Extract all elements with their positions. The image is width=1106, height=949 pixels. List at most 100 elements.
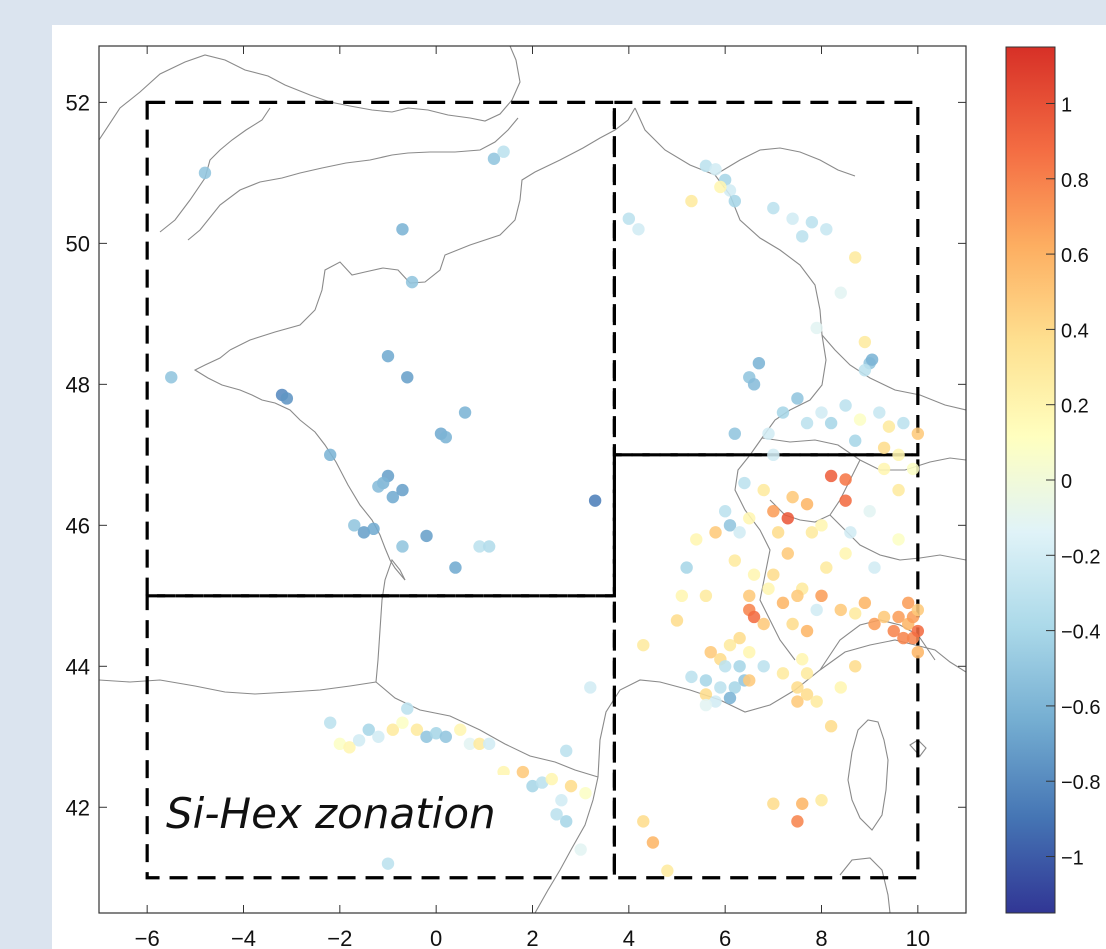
data-point [324, 716, 337, 729]
data-point [892, 483, 905, 497]
data-point [849, 251, 862, 264]
data-point [685, 670, 698, 684]
data-point [892, 610, 905, 624]
zone-box-4 [612, 453, 920, 880]
data-point [743, 674, 756, 687]
data-point [685, 194, 698, 208]
data-point [420, 529, 433, 543]
data-point [728, 194, 741, 208]
data-point [733, 526, 746, 539]
data-point [439, 730, 452, 743]
data-point [357, 526, 371, 539]
data-point [699, 159, 713, 173]
alps-border [769, 459, 861, 523]
catalonia-coast [534, 776, 599, 913]
zone-box-2 [145, 594, 616, 880]
data-point [791, 695, 804, 708]
data-point [815, 519, 828, 532]
data-point [463, 737, 477, 751]
data-point [405, 275, 419, 289]
x-axis: −6 −4 −2 0 2 4 6 8 10 [135, 46, 930, 949]
english-channel-coast [187, 117, 519, 241]
data-point [699, 698, 713, 712]
data-point [805, 526, 819, 539]
data-point [728, 681, 741, 694]
data-point [343, 741, 356, 754]
data-point [743, 589, 756, 603]
data-point [858, 335, 872, 349]
data-point [516, 765, 530, 779]
data-point [873, 406, 886, 419]
data-point [396, 540, 409, 553]
data-point [810, 695, 823, 708]
data-point [487, 152, 501, 165]
data-point [410, 723, 424, 736]
data-point [762, 427, 775, 440]
colorbar-tick-label: 0 [1061, 471, 1072, 493]
data-point [791, 589, 804, 603]
data-point [396, 483, 409, 497]
data-point [747, 378, 761, 391]
colorbar-tick-label: 0.8 [1061, 170, 1089, 192]
data-point [877, 462, 891, 476]
y-tick-label: 42 [66, 795, 90, 820]
data-point [632, 223, 645, 236]
data-point [348, 519, 361, 532]
data-point [198, 166, 212, 180]
data-point [911, 603, 925, 617]
mediterranean-coast-france [597, 639, 966, 778]
y-tick-label: 48 [66, 372, 90, 397]
data-point [367, 522, 380, 536]
x-tick-label: −6 [135, 926, 160, 949]
data-point [574, 843, 587, 856]
y-tick-label: 50 [66, 231, 90, 256]
data-point [815, 794, 828, 807]
data-point [800, 624, 814, 638]
data-point [280, 392, 294, 405]
x-tick-label: −4 [231, 926, 256, 949]
data-point [887, 624, 900, 638]
data-point [680, 561, 693, 574]
data-point [526, 779, 539, 793]
x-tick-label: 10 [906, 926, 930, 949]
england-south-coast [99, 46, 521, 141]
data-point [699, 589, 713, 603]
data-point [482, 737, 496, 751]
data-point [815, 406, 828, 419]
data-point [767, 448, 780, 462]
y-axis: 42 44 46 48 50 52 [66, 90, 966, 820]
pyrenees-border [375, 681, 599, 778]
data-point [728, 554, 741, 567]
data-point [858, 364, 872, 377]
data-point [882, 420, 896, 433]
data-point [584, 681, 597, 694]
data-point [839, 547, 852, 560]
data-point [324, 448, 337, 462]
data-point [661, 864, 674, 877]
x-tick-label: 6 [719, 926, 731, 949]
data-point [555, 794, 568, 807]
colorbar-tick-label: 0.2 [1061, 396, 1089, 418]
corsica [847, 719, 889, 831]
data-point [796, 230, 809, 243]
data-point [839, 399, 852, 412]
data-point [709, 526, 722, 539]
data-point [786, 212, 799, 225]
seismicity-points [165, 145, 925, 877]
data-point [743, 645, 756, 659]
data-point [839, 494, 852, 507]
data-point [718, 505, 732, 518]
colorbar-tick-label: 1 [1061, 94, 1072, 116]
data-point [892, 533, 905, 546]
data-point [545, 772, 558, 786]
data-point [752, 356, 766, 370]
data-point [786, 490, 799, 504]
data-point [352, 734, 366, 747]
brittany-coast [193, 349, 406, 581]
data-point [800, 688, 814, 701]
x-tick-label: 8 [815, 926, 827, 949]
data-point [911, 427, 925, 440]
data-point [473, 737, 486, 751]
data-point [839, 473, 852, 486]
y-tick-label: 44 [66, 654, 90, 679]
